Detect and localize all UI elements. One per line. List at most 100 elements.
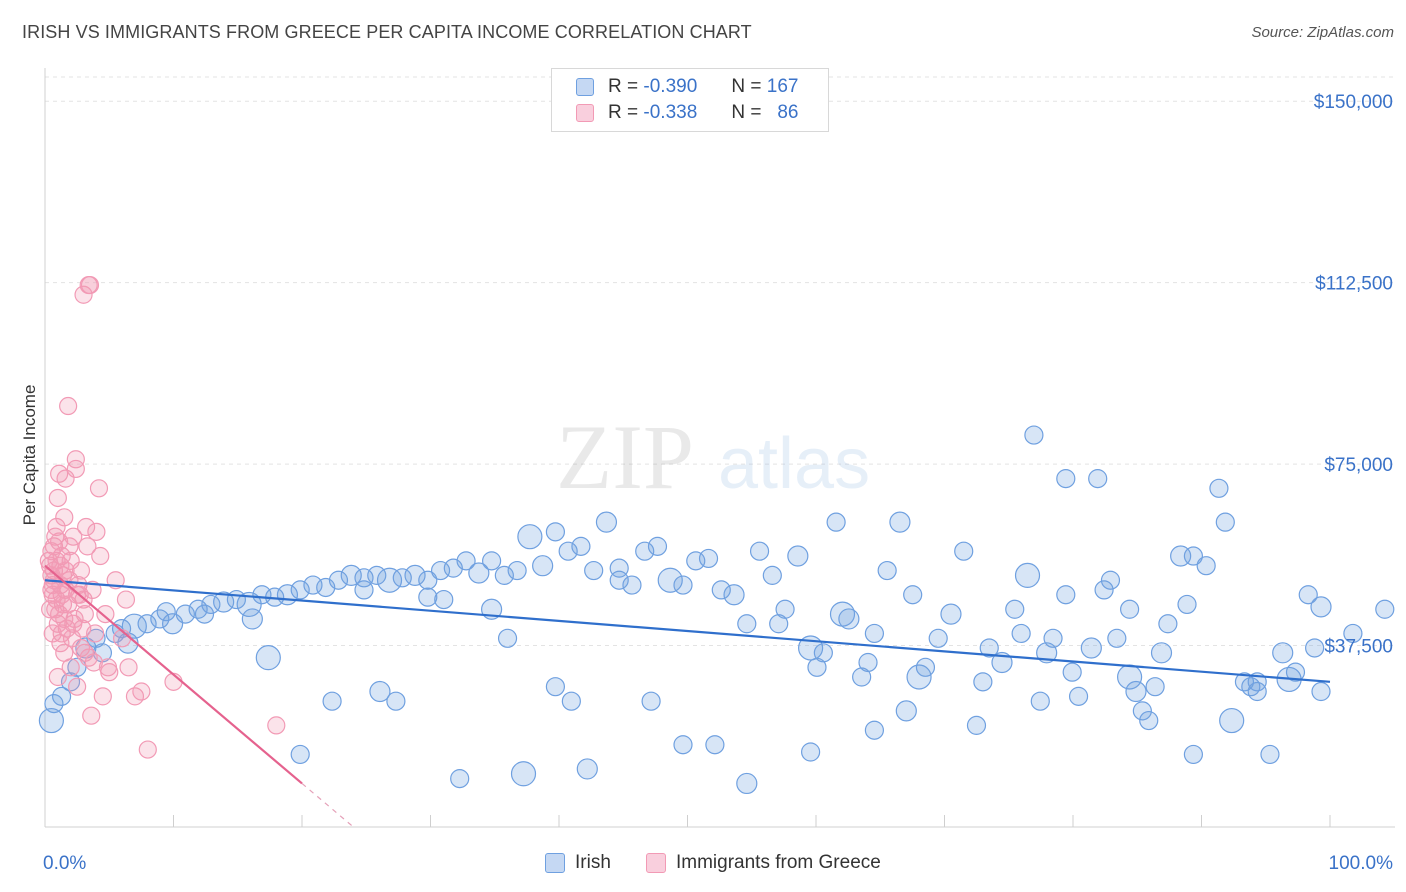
watermark-zip: ZIP	[556, 406, 694, 508]
point-irish	[561, 691, 581, 711]
y-tick-label-2: $112,500	[1315, 274, 1393, 295]
bottom-legend-greece: Immigrants from Greece	[646, 852, 881, 874]
point-irish	[510, 761, 537, 787]
point-irish	[1036, 642, 1058, 664]
point-irish	[595, 511, 618, 533]
point-greece	[52, 546, 71, 566]
point-irish	[1080, 637, 1102, 659]
series-greece-points	[39, 275, 286, 759]
point-irish	[928, 628, 948, 648]
trend-line-greece-extension	[301, 782, 354, 828]
legend-n-value: 86	[777, 102, 799, 123]
point-irish	[979, 638, 999, 658]
point-irish	[434, 589, 454, 610]
point-irish	[1375, 599, 1395, 619]
point-greece	[267, 716, 286, 735]
point-irish	[1062, 662, 1082, 682]
point-irish	[576, 758, 598, 780]
point-greece	[68, 677, 87, 696]
point-irish	[137, 614, 157, 634]
point-irish	[1005, 599, 1025, 619]
point-greece	[50, 532, 69, 551]
point-irish	[622, 575, 642, 595]
y-tick-label-0: $37,500	[1324, 637, 1393, 658]
point-irish	[1310, 596, 1332, 618]
point-irish	[1196, 556, 1216, 576]
bottom-legend-label-irish: Irish	[575, 852, 611, 873]
point-greece	[79, 648, 98, 667]
point-greece	[93, 687, 112, 706]
point-greece	[78, 537, 97, 556]
point-irish	[864, 623, 885, 644]
legend-r-label: R =	[608, 102, 639, 123]
point-irish	[698, 548, 719, 569]
point-irish	[1215, 512, 1235, 532]
y-axis-label: Per Capita Income	[20, 385, 39, 526]
point-greece	[84, 653, 103, 672]
point-irish	[201, 594, 221, 615]
point-greece	[119, 658, 138, 677]
trend-lines	[44, 564, 1331, 828]
point-irish	[369, 680, 391, 703]
point-irish	[213, 591, 235, 613]
legend-n-label: N =	[731, 76, 762, 97]
chart-title: IRISH VS IMMIGRANTS FROM GREECE PER CAPI…	[22, 22, 752, 42]
bottom-legend-swatch-irish	[545, 853, 565, 873]
bottom-legend-swatch-greece	[646, 853, 666, 873]
point-irish	[1120, 599, 1140, 619]
point-irish	[584, 560, 604, 581]
point-irish	[762, 565, 782, 585]
point-greece	[42, 542, 61, 561]
point-irish	[1132, 701, 1152, 721]
point-irish	[1272, 642, 1294, 664]
trend-line-irish	[44, 579, 1331, 683]
point-irish	[787, 545, 809, 567]
point-greece	[55, 609, 74, 629]
point-greece	[71, 561, 91, 580]
point-irish	[769, 614, 789, 634]
x-tick-label-1: 100.0%	[1329, 853, 1394, 874]
point-irish	[322, 691, 342, 711]
point-irish	[456, 551, 476, 571]
point-irish	[705, 735, 725, 755]
point-greece	[138, 740, 157, 759]
point-irish	[1150, 642, 1173, 664]
point-irish	[482, 551, 502, 571]
point-greece	[96, 604, 115, 624]
point-irish	[940, 603, 962, 625]
point-irish	[571, 536, 591, 556]
point-irish	[801, 742, 821, 762]
point-greece	[55, 508, 74, 527]
legend-r-value: -0.390	[643, 76, 698, 97]
point-irish	[1024, 425, 1044, 445]
point-irish	[838, 608, 860, 630]
point-irish	[497, 628, 518, 648]
point-irish	[494, 565, 514, 585]
point-irish	[864, 720, 885, 740]
tick-labels: $37,500 $75,000 $112,500 $150,000 0.0% 100.0%	[43, 92, 1393, 874]
point-irish	[1088, 469, 1108, 489]
point-greece	[71, 638, 91, 658]
point-irish	[517, 524, 543, 550]
point-greece	[89, 479, 109, 498]
point-irish	[641, 691, 661, 711]
point-irish	[545, 522, 566, 542]
point-irish	[711, 580, 731, 600]
point-irish	[609, 558, 629, 578]
point-greece	[59, 396, 78, 416]
point-irish	[558, 541, 578, 561]
point-irish	[450, 769, 470, 789]
point-greece	[43, 624, 62, 643]
point-greece	[51, 634, 70, 653]
point-irish	[966, 715, 987, 735]
point-irish	[328, 570, 349, 590]
point-irish	[1145, 677, 1165, 697]
point-irish	[635, 541, 655, 561]
point-greece	[41, 600, 60, 619]
point-irish	[354, 580, 374, 600]
source-label: Source: ZipAtlas.com	[1251, 24, 1394, 41]
legend-row-irish: R = -0.390 N = 167	[576, 75, 798, 99]
point-irish	[1183, 546, 1204, 566]
point-irish	[290, 744, 310, 765]
point-irish	[903, 585, 923, 605]
